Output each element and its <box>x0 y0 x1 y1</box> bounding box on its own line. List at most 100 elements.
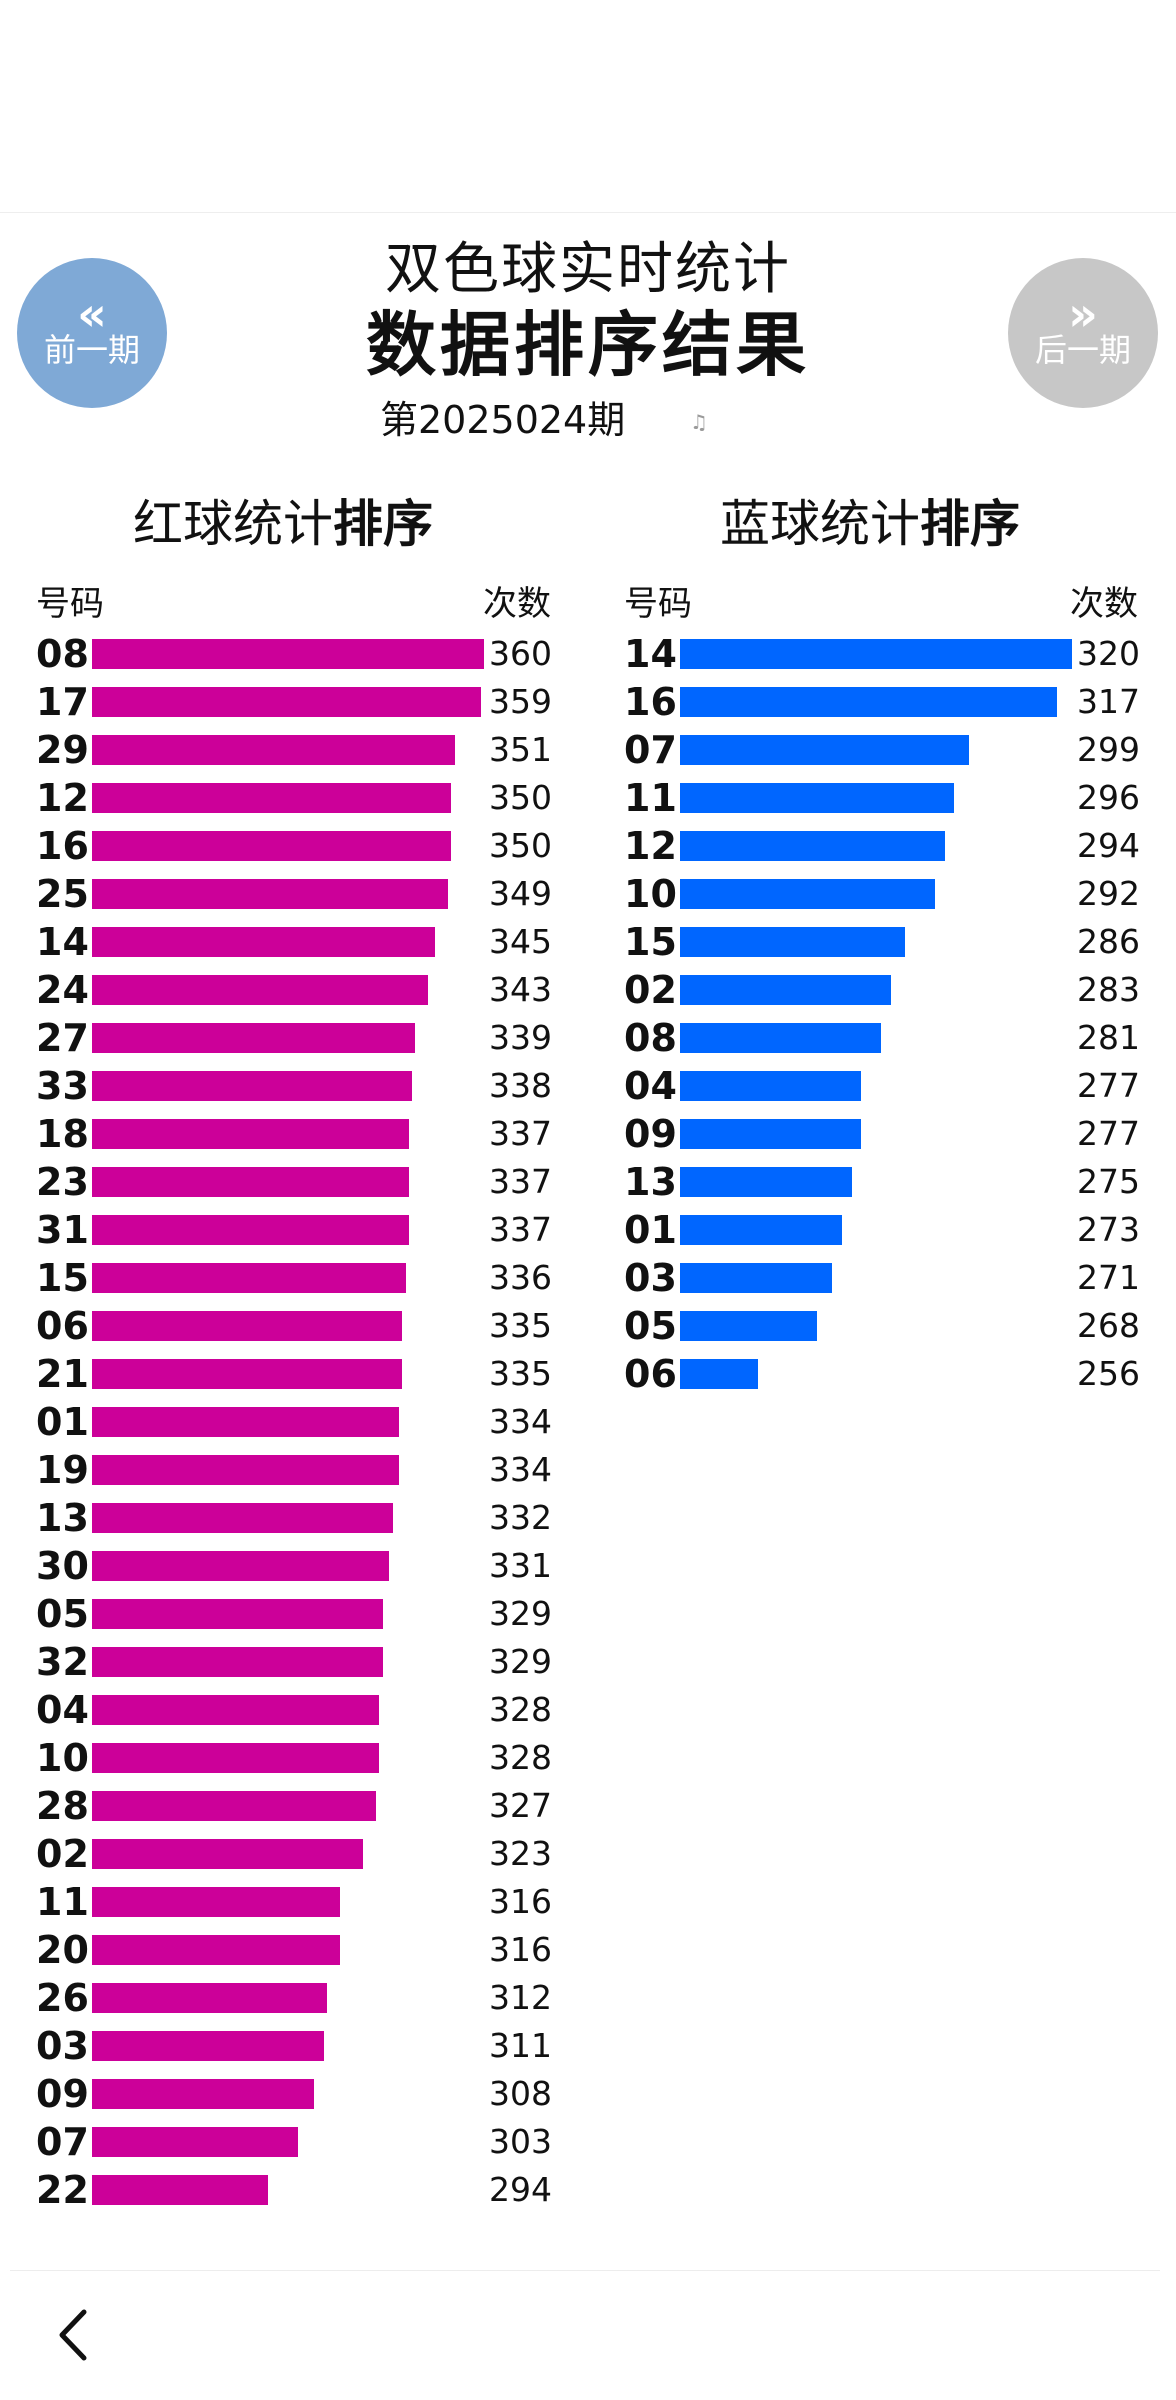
blue-count-value: 256 <box>1077 1354 1140 1393</box>
red-count-bar <box>92 831 452 861</box>
red-count-bar <box>92 2031 324 2061</box>
red-count-value: 311 <box>489 2026 552 2065</box>
red-col-count-header: 次数 <box>483 584 551 624</box>
red-ball-number: 24 <box>36 968 89 1012</box>
red-count-value: 360 <box>489 634 552 673</box>
page-subtitle: 数据排序结果 <box>366 304 810 386</box>
red-count-bar <box>92 1359 403 1389</box>
red-section-title: 红球统计排序 <box>133 492 433 556</box>
red-ball-number: 13 <box>36 1496 89 1540</box>
top-blank-area <box>0 0 1176 213</box>
red-ball-number: 26 <box>36 1976 89 2020</box>
blue-ball-number: 15 <box>624 920 677 964</box>
red-count-bar <box>92 1215 409 1245</box>
blue-count-bar <box>680 1071 862 1101</box>
blue-ball-number: 04 <box>624 1064 677 1108</box>
red-ball-number: 27 <box>36 1016 89 1060</box>
red-count-bar <box>92 1407 400 1437</box>
red-count-bar <box>92 1791 377 1821</box>
blue-count-value: 317 <box>1077 682 1140 721</box>
blue-ball-number: 07 <box>624 728 677 772</box>
prev-issue-label: 前一期 <box>43 331 140 369</box>
red-count-bar <box>92 927 435 957</box>
blue-count-bar <box>680 1311 818 1341</box>
bottom-divider <box>10 2270 1160 2271</box>
red-count-bar <box>92 1455 400 1485</box>
red-ball-number: 11 <box>36 1880 89 1924</box>
blue-ball-number: 06 <box>624 1352 677 1396</box>
blue-count-bar <box>680 639 1072 669</box>
prev-issue-button[interactable]: « 前一期 <box>17 258 167 408</box>
red-ball-number: 20 <box>36 1928 89 1972</box>
red-ball-number: 08 <box>36 632 89 676</box>
red-ball-number: 05 <box>36 1592 89 1636</box>
red-count-bar <box>92 1983 328 2013</box>
red-ball-number: 10 <box>36 1736 89 1780</box>
blue-ball-number: 05 <box>624 1304 677 1348</box>
red-count-value: 335 <box>489 1354 552 1393</box>
red-count-value: 337 <box>489 1162 552 1201</box>
blue-count-value: 320 <box>1077 634 1140 673</box>
blue-count-value: 271 <box>1077 1258 1140 1297</box>
red-count-bar <box>92 2079 315 2109</box>
red-count-bar <box>92 975 429 1005</box>
red-count-bar <box>92 1167 409 1197</box>
blue-count-bar <box>680 927 906 957</box>
blue-count-value: 283 <box>1077 970 1140 1009</box>
blue-count-value: 299 <box>1077 730 1140 769</box>
red-ball-number: 22 <box>36 2168 89 2212</box>
red-count-bar <box>92 1839 364 1869</box>
red-count-value: 351 <box>489 730 552 769</box>
red-count-value: 328 <box>489 1690 552 1729</box>
page-title: 双色球实时统计 <box>385 237 791 302</box>
blue-count-value: 286 <box>1077 922 1140 961</box>
red-ball-number: 31 <box>36 1208 89 1252</box>
blue-ball-number: 14 <box>624 632 677 676</box>
red-ball-number: 09 <box>36 2072 89 2116</box>
blue-ball-number: 02 <box>624 968 677 1012</box>
red-count-value: 336 <box>489 1258 552 1297</box>
blue-count-bar <box>680 1263 832 1293</box>
blue-count-bar <box>680 1215 842 1245</box>
red-count-bar <box>92 735 455 765</box>
red-count-value: 359 <box>489 682 552 721</box>
red-section-title-bold: 排序 <box>333 495 433 553</box>
red-count-bar <box>92 1503 393 1533</box>
red-count-value: 308 <box>489 2074 552 2113</box>
blue-count-value: 296 <box>1077 778 1140 817</box>
red-ball-number: 07 <box>36 2120 89 2164</box>
red-ball-number: 02 <box>36 1832 89 1876</box>
blue-ball-number: 09 <box>624 1112 677 1156</box>
red-ball-number: 33 <box>36 1064 89 1108</box>
red-ball-number: 21 <box>36 1352 89 1396</box>
blue-col-number-header: 号码 <box>624 584 692 624</box>
red-count-value: 294 <box>489 2170 552 2209</box>
red-ball-number: 29 <box>36 728 89 772</box>
red-ball-number: 28 <box>36 1784 89 1828</box>
red-count-value: 312 <box>489 1978 552 2017</box>
red-count-bar <box>92 879 449 909</box>
next-issue-button[interactable]: » 后一期 <box>1008 258 1158 408</box>
blue-count-bar <box>680 687 1058 717</box>
red-ball-number: 16 <box>36 824 89 868</box>
red-ball-number: 03 <box>36 2024 89 2068</box>
blue-ball-number: 13 <box>624 1160 677 1204</box>
red-count-bar <box>92 1071 413 1101</box>
red-count-bar <box>92 1647 383 1677</box>
double-chevron-left-icon: « <box>77 287 107 341</box>
issue-number: 第2025024期 <box>380 398 626 442</box>
red-ball-number: 01 <box>36 1400 89 1444</box>
red-count-value: 338 <box>489 1066 552 1105</box>
red-count-value: 316 <box>489 1882 552 1921</box>
blue-count-value: 292 <box>1077 874 1140 913</box>
blue-ball-number: 01 <box>624 1208 677 1252</box>
red-col-number-header: 号码 <box>36 584 104 624</box>
next-issue-label: 后一期 <box>1034 331 1131 369</box>
blue-count-bar <box>680 1119 862 1149</box>
red-count-value: 350 <box>489 778 552 817</box>
blue-section-title: 蓝球统计排序 <box>720 492 1020 556</box>
blue-count-bar <box>680 831 945 861</box>
red-count-bar <box>92 1263 406 1293</box>
back-button[interactable] <box>40 2300 110 2370</box>
red-count-bar <box>92 1551 390 1581</box>
